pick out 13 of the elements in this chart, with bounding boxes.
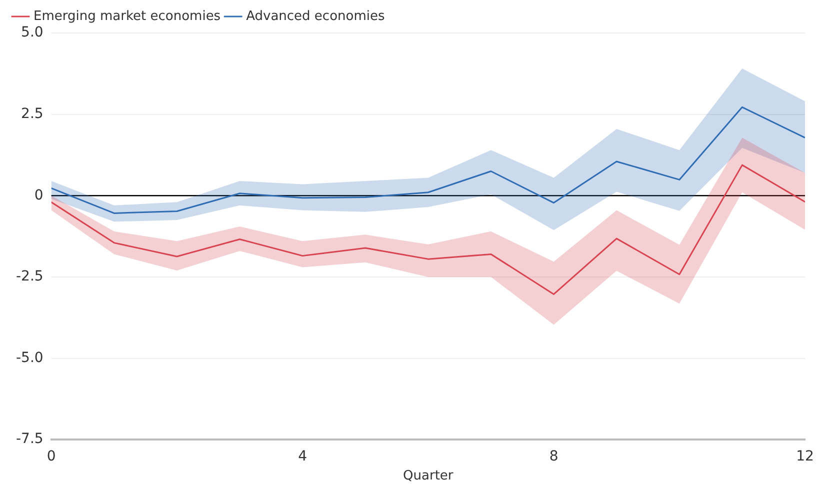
x-axis-title: Quarter	[403, 468, 454, 484]
y-tick-label: 5.0	[21, 24, 44, 41]
y-tick-label: -7.5	[16, 431, 44, 448]
x-tick-label: 4	[298, 448, 308, 465]
x-tick-label: 12	[796, 448, 814, 465]
x-tick-label: 8	[549, 448, 558, 465]
y-tick-label: 0	[34, 187, 44, 204]
x-tick-label: 0	[46, 448, 56, 465]
y-tick-label: -5.0	[16, 350, 44, 366]
legend-label: Emerging market economies	[34, 8, 221, 24]
y-tick-label: 2.5	[21, 106, 44, 122]
legend-label: Advanced economies	[246, 8, 385, 24]
y-tick-label: -2.5	[16, 268, 44, 285]
